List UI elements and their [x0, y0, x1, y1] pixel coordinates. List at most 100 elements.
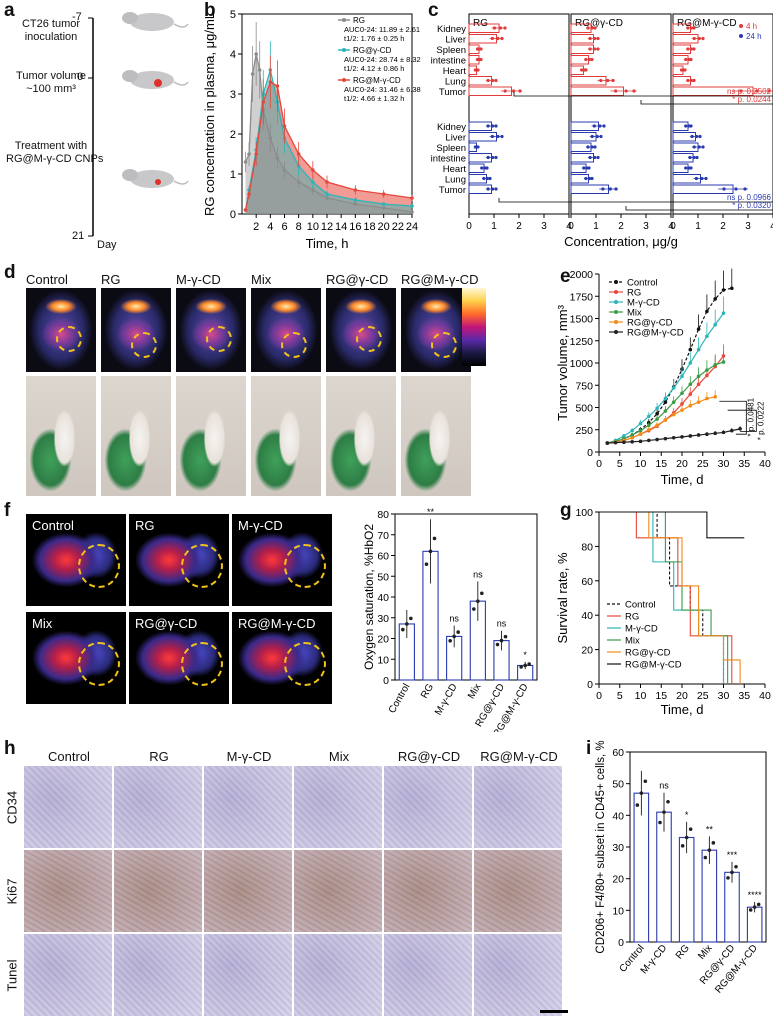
scale-bar [540, 1010, 568, 1013]
data-point [697, 36, 701, 41]
data-point [684, 835, 689, 840]
data-point [721, 430, 726, 435]
x-tick-label: 3 [643, 221, 649, 232]
legend-label: RG [625, 612, 639, 623]
data-point [686, 78, 690, 83]
category-label-24h: Lung [445, 175, 466, 186]
x-axis-label: Concentration, μg/g [564, 234, 678, 249]
data-point [503, 89, 507, 93]
ihc-image [384, 850, 472, 932]
x-tick-label: 20 [378, 221, 390, 233]
data-point [647, 438, 651, 443]
data-point [590, 134, 594, 139]
data-point [707, 848, 712, 852]
data-point [494, 78, 498, 83]
x-tick-label: 22 [392, 221, 404, 233]
data-point [680, 391, 684, 396]
y-tick-label: 2 [230, 129, 236, 141]
data-point [424, 562, 429, 567]
data-point [486, 187, 490, 191]
y-tick-label: 4 [230, 49, 236, 61]
category-label-24h: Spleen [436, 143, 466, 154]
legend-half-life: t1/2: 4.66 ± 1.32 h [344, 94, 404, 103]
data-point [680, 435, 684, 439]
y-tick-label: 30 [612, 842, 624, 854]
data-point [680, 844, 685, 848]
legend-label: Mix [627, 308, 642, 319]
category-label-24h: Heart [443, 164, 467, 175]
tile-label: RG@M-γ-CD [238, 616, 316, 631]
y-tick-label: 60 [581, 576, 593, 588]
tile-label: RG [135, 518, 155, 533]
ihc-image [294, 934, 382, 1016]
y-tick-label: 20 [377, 634, 389, 646]
tumor-region-marker [284, 544, 326, 588]
x-axis-label: Time, d [661, 472, 704, 487]
data-point [692, 26, 696, 30]
x-tick-label: 35 [738, 458, 750, 470]
data-point [250, 72, 255, 76]
data-point [689, 124, 693, 128]
data-point [448, 638, 452, 643]
legend-marker [739, 24, 743, 28]
data-point [480, 591, 484, 596]
data-point [476, 599, 480, 603]
mouse-photo [26, 376, 96, 496]
data-point [638, 421, 643, 426]
data-point [705, 396, 709, 401]
data-point [689, 26, 693, 30]
data-point [721, 360, 726, 364]
data-point [257, 68, 262, 72]
x-tick-label: 40 [759, 690, 771, 702]
data-point [635, 803, 640, 807]
significance-label: ** [427, 507, 435, 517]
data-point [472, 607, 476, 611]
data-point [752, 905, 757, 909]
data-point [671, 435, 676, 440]
data-point [671, 386, 676, 390]
data-point [605, 441, 610, 445]
data-point [614, 89, 618, 93]
data-point [584, 57, 588, 62]
y-tick-label: 10 [612, 905, 624, 917]
data-point [687, 166, 691, 170]
data-point [689, 78, 693, 83]
data-point [261, 100, 266, 104]
data-point [282, 168, 287, 172]
data-point [696, 382, 701, 387]
x-tick-label: 2 [618, 221, 624, 232]
x-tick-label: 2 [253, 221, 259, 233]
data-point [711, 841, 716, 845]
data-point [756, 902, 761, 907]
data-point [655, 406, 659, 411]
ihc-image [114, 766, 202, 848]
legend-auc: AUC0-24: 11.89 ± 2.61 [344, 25, 420, 34]
legend-label: 4 h [746, 22, 757, 31]
data-point [696, 433, 701, 437]
data-point [705, 373, 709, 378]
data-point [479, 57, 483, 62]
data-point [496, 134, 500, 139]
data-point [488, 176, 492, 181]
panel-label-c: c [428, 0, 439, 21]
data-point [743, 187, 747, 191]
ihc-image [294, 766, 382, 848]
x-tick-label: 1 [593, 221, 599, 232]
y-tick-label: 2000 [570, 269, 594, 281]
ihc-image [204, 766, 292, 848]
data-point [518, 89, 522, 93]
data-point [696, 347, 701, 352]
data-point [647, 414, 651, 419]
legend-marker [342, 48, 346, 52]
column-title: RG@γ-CD [326, 272, 389, 287]
data-point [593, 47, 597, 51]
data-point [494, 187, 498, 191]
y-tick-label: 0 [618, 937, 624, 949]
survival-curve [599, 511, 741, 684]
bar [633, 792, 650, 943]
ihc-image [474, 766, 562, 848]
ihc-image [384, 934, 472, 1016]
data-point [353, 202, 358, 206]
data-point [713, 431, 717, 436]
group-frame [468, 13, 570, 215]
